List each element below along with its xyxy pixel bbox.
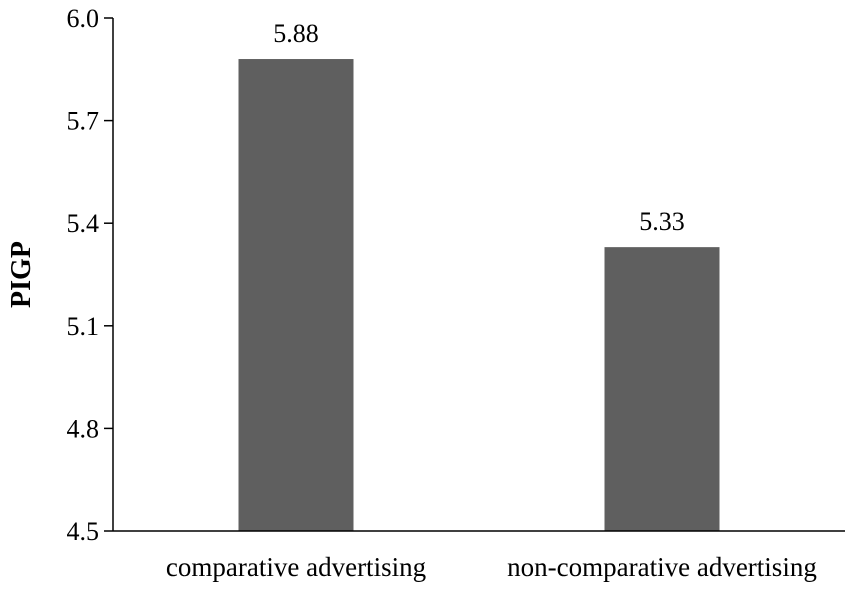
y-tick-label: 5.1 xyxy=(67,312,100,341)
data-labels-group: 5.88 5.33 xyxy=(273,19,685,236)
x-axis-category-labels: comparative advertising non-comparative a… xyxy=(166,552,817,582)
bar-data-label: 5.33 xyxy=(639,207,685,236)
x-category-label: comparative advertising xyxy=(166,552,426,582)
y-tick-label: 4.5 xyxy=(67,517,100,546)
y-tick-label: 5.7 xyxy=(67,107,100,136)
bar xyxy=(604,247,720,531)
y-tick-label: 5.4 xyxy=(67,209,100,238)
bar-data-label: 5.88 xyxy=(273,19,319,48)
y-tick-label: 6.0 xyxy=(67,4,100,33)
y-axis-title: PIGP xyxy=(6,241,37,308)
bar xyxy=(238,59,354,531)
bars-group xyxy=(238,59,720,531)
y-tick-label: 4.8 xyxy=(67,414,100,443)
y-axis-ticks: 4.5 4.8 5.1 5.4 5.7 6.0 xyxy=(67,4,113,546)
x-category-label: non-comparative advertising xyxy=(507,552,817,582)
